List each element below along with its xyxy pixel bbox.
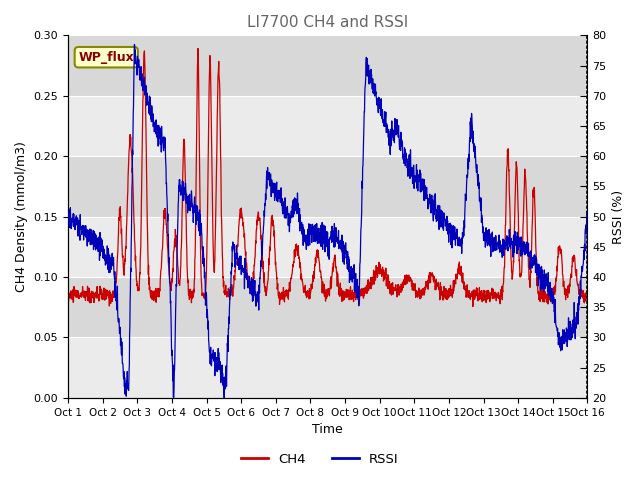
X-axis label: Time: Time bbox=[312, 423, 343, 436]
Legend: CH4, RSSI: CH4, RSSI bbox=[236, 447, 404, 471]
Bar bbox=[68, 96, 588, 156]
Bar bbox=[68, 277, 588, 337]
Y-axis label: CH4 Density (mmol/m3): CH4 Density (mmol/m3) bbox=[15, 141, 28, 292]
Bar bbox=[68, 216, 588, 277]
Bar bbox=[68, 337, 588, 398]
Y-axis label: RSSI (%): RSSI (%) bbox=[612, 190, 625, 244]
Title: LI7700 CH4 and RSSI: LI7700 CH4 and RSSI bbox=[247, 15, 408, 30]
Text: WP_flux: WP_flux bbox=[79, 51, 134, 64]
Bar bbox=[68, 156, 588, 216]
Bar bbox=[68, 36, 588, 96]
